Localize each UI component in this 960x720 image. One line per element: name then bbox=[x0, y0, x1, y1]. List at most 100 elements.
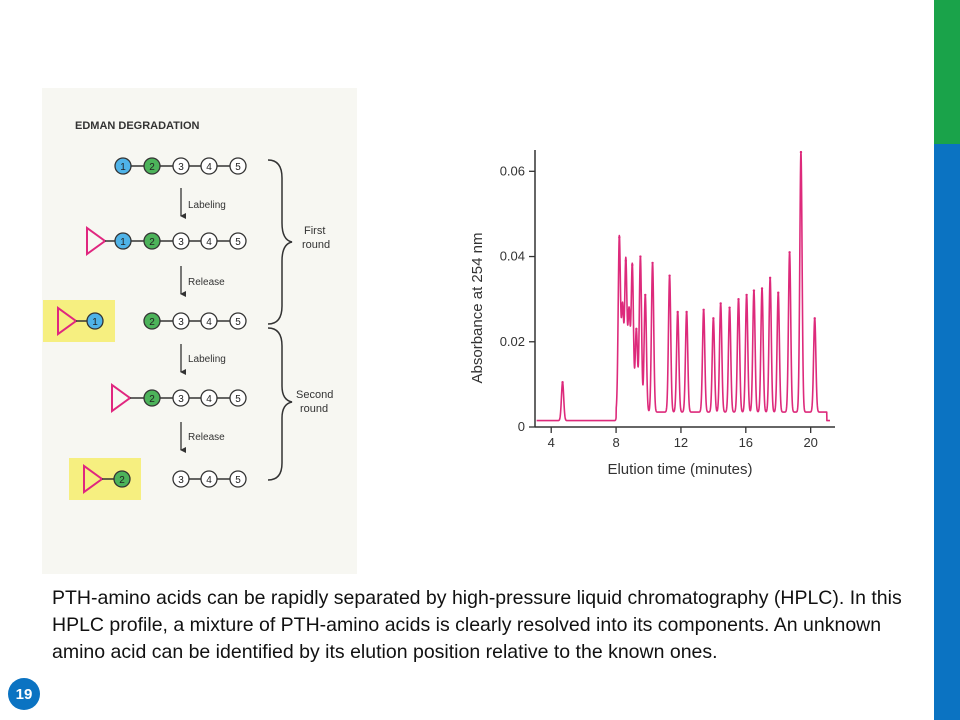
residue-3 bbox=[172, 470, 190, 488]
hplc-axes: 4 8 12 16 20 0 0.02 0.04 0.06 bbox=[500, 150, 835, 450]
peptide-row-3: 1 2 3 4 5 bbox=[57, 306, 247, 336]
svg-text:5: 5 bbox=[235, 394, 241, 405]
svg-text:3: 3 bbox=[178, 394, 184, 405]
svg-text:1: 1 bbox=[120, 162, 126, 173]
x-axis-label: Elution time (minutes) bbox=[607, 461, 752, 478]
peak-point-24 bbox=[788, 251, 791, 254]
peak-point-3 bbox=[621, 306, 624, 309]
peak-point-6 bbox=[631, 263, 634, 267]
svg-text:4: 4 bbox=[206, 317, 212, 328]
peak-point-23 bbox=[777, 291, 780, 294]
first-round-label-line2: round bbox=[302, 239, 330, 251]
residue-1 bbox=[86, 312, 104, 330]
svg-text:4: 4 bbox=[206, 475, 212, 486]
residue-3 bbox=[172, 232, 190, 250]
residue-3 bbox=[172, 312, 190, 330]
residue-4 bbox=[200, 312, 218, 330]
residue-5 bbox=[229, 232, 247, 250]
peak-point-17 bbox=[728, 306, 731, 309]
svg-text:5: 5 bbox=[235, 317, 241, 328]
figure-caption: PTH-amino acids can be rapidly separated… bbox=[52, 587, 902, 663]
edman-diagram-svg: EDMAN DEGRADATION 1 2 3 4 5 Labeling bbox=[43, 120, 333, 500]
pth-label-triangle-icon bbox=[57, 306, 78, 336]
svg-text:2: 2 bbox=[149, 162, 155, 173]
x-tick-label: 20 bbox=[803, 435, 817, 450]
residue-3 bbox=[172, 157, 190, 175]
edman-degradation-diagram: EDMAN DEGRADATION 1 2 3 4 5 Labeling bbox=[42, 88, 357, 574]
residue-5 bbox=[229, 157, 247, 175]
brace-second-round bbox=[267, 327, 293, 481]
peptide-row-4: 2 3 4 5 bbox=[111, 383, 247, 413]
peak-point-10 bbox=[651, 261, 654, 265]
residue-3 bbox=[172, 389, 190, 407]
residue-2 bbox=[113, 470, 131, 488]
peptide-row-5: 2 3 4 5 bbox=[83, 464, 247, 494]
hplc-chromatogram: 4 8 12 16 20 0 0.02 0.04 0.06 Elution time (minu… bbox=[469, 150, 835, 478]
peak-point-2 bbox=[618, 236, 621, 239]
svg-text:3: 3 bbox=[178, 162, 184, 173]
svg-text:3: 3 bbox=[178, 317, 184, 328]
accent-bar-green bbox=[934, 0, 960, 144]
step-labeling-1: Labeling bbox=[188, 200, 226, 211]
peak-point-4 bbox=[624, 259, 628, 262]
peak-point-16 bbox=[719, 302, 722, 305]
x-tick-label: 8 bbox=[612, 435, 619, 450]
page-number-badge: 19 bbox=[8, 678, 40, 710]
accent-bar-blue bbox=[934, 144, 960, 720]
svg-text:1: 1 bbox=[92, 317, 98, 328]
residue-5 bbox=[229, 312, 247, 330]
peptide-row-2: 1 2 3 4 5 bbox=[86, 226, 247, 256]
peak-point-5 bbox=[627, 310, 631, 314]
peak-point-11 bbox=[668, 274, 671, 277]
peak-point-15 bbox=[712, 317, 715, 320]
second-round-label-line2: round bbox=[300, 403, 328, 415]
peak-point-18 bbox=[737, 297, 740, 301]
residue-1 bbox=[114, 232, 132, 250]
residue-2 bbox=[143, 389, 161, 407]
peak-point-25 bbox=[799, 150, 803, 154]
peak-point-9 bbox=[644, 293, 647, 297]
step-release-1: Release bbox=[188, 277, 225, 288]
peak-point-21 bbox=[760, 287, 764, 290]
second-round-label-line1: Second bbox=[296, 389, 333, 401]
svg-text:4: 4 bbox=[206, 237, 212, 248]
pth-label-triangle-icon bbox=[86, 226, 107, 256]
peak-point-14 bbox=[702, 308, 705, 312]
svg-text:4: 4 bbox=[206, 162, 212, 173]
residue-4 bbox=[200, 157, 218, 175]
residue-2 bbox=[143, 157, 161, 175]
peptide-row-1: 1 2 3 4 5 bbox=[114, 157, 247, 175]
svg-text:3: 3 bbox=[178, 475, 184, 486]
svg-text:5: 5 bbox=[235, 162, 241, 173]
x-tick-label: 4 bbox=[548, 435, 555, 450]
peak-point-19 bbox=[745, 293, 748, 297]
svg-text:2: 2 bbox=[149, 394, 155, 405]
svg-text:5: 5 bbox=[235, 237, 241, 248]
svg-text:2: 2 bbox=[149, 317, 155, 328]
residue-4 bbox=[200, 470, 218, 488]
step-labeling-2: Labeling bbox=[188, 354, 226, 365]
step-release-2: Release bbox=[188, 432, 225, 443]
first-round-label-line1: First bbox=[304, 225, 325, 237]
y-tick-label: 0.06 bbox=[500, 163, 525, 178]
x-tick-label: 16 bbox=[739, 435, 753, 450]
pth-label-triangle-icon bbox=[83, 464, 104, 494]
y-axis-label: Absorbance at 254 nm bbox=[469, 233, 486, 384]
hplc-trace-line bbox=[535, 151, 831, 422]
peak-point-22 bbox=[768, 276, 772, 280]
residue-5 bbox=[229, 389, 247, 407]
peak-point-20 bbox=[752, 289, 756, 292]
x-tick-label: 12 bbox=[674, 435, 688, 450]
residue-1 bbox=[114, 157, 132, 175]
residue-2 bbox=[143, 232, 161, 250]
y-tick-label: 0.02 bbox=[500, 334, 525, 349]
residue-2 bbox=[143, 312, 161, 330]
residue-4 bbox=[200, 232, 218, 250]
peak-point-26 bbox=[813, 317, 816, 320]
residue-5 bbox=[229, 470, 247, 488]
peak-point-8 bbox=[639, 255, 642, 258]
svg-text:3: 3 bbox=[178, 237, 184, 248]
peak-point-1 bbox=[561, 381, 564, 384]
brace-first-round bbox=[267, 159, 293, 325]
svg-text:4: 4 bbox=[206, 394, 212, 405]
